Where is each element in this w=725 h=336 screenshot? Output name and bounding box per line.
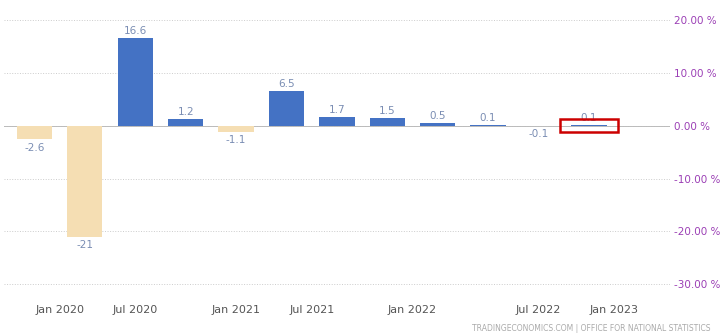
Text: -0.1: -0.1 [529,129,549,139]
Bar [17,126,52,139]
Text: -1.1: -1.1 [226,135,246,145]
Bar [117,38,153,126]
Text: 1.2: 1.2 [178,107,194,117]
Text: TRADINGECONOMICS.COM | OFFICE FOR NATIONAL STATISTICS: TRADINGECONOMICS.COM | OFFICE FOR NATION… [472,324,710,333]
Bar [571,125,607,126]
Bar [218,126,254,132]
Bar [319,117,355,126]
Text: 0.1: 0.1 [480,113,497,123]
Text: -21: -21 [76,240,94,250]
Text: 1.5: 1.5 [379,106,396,116]
Bar [420,123,455,126]
Text: 16.6: 16.6 [123,26,147,36]
Text: -2.6: -2.6 [24,143,45,153]
Bar [471,125,506,126]
Text: 6.5: 6.5 [278,79,295,89]
Bar [67,126,102,237]
Text: 1.7: 1.7 [328,104,345,115]
Bar [370,118,405,126]
Text: 0.1: 0.1 [581,113,597,123]
Text: 0.5: 0.5 [429,111,446,121]
Bar [560,119,618,132]
Bar [269,91,304,126]
Bar [168,119,203,126]
